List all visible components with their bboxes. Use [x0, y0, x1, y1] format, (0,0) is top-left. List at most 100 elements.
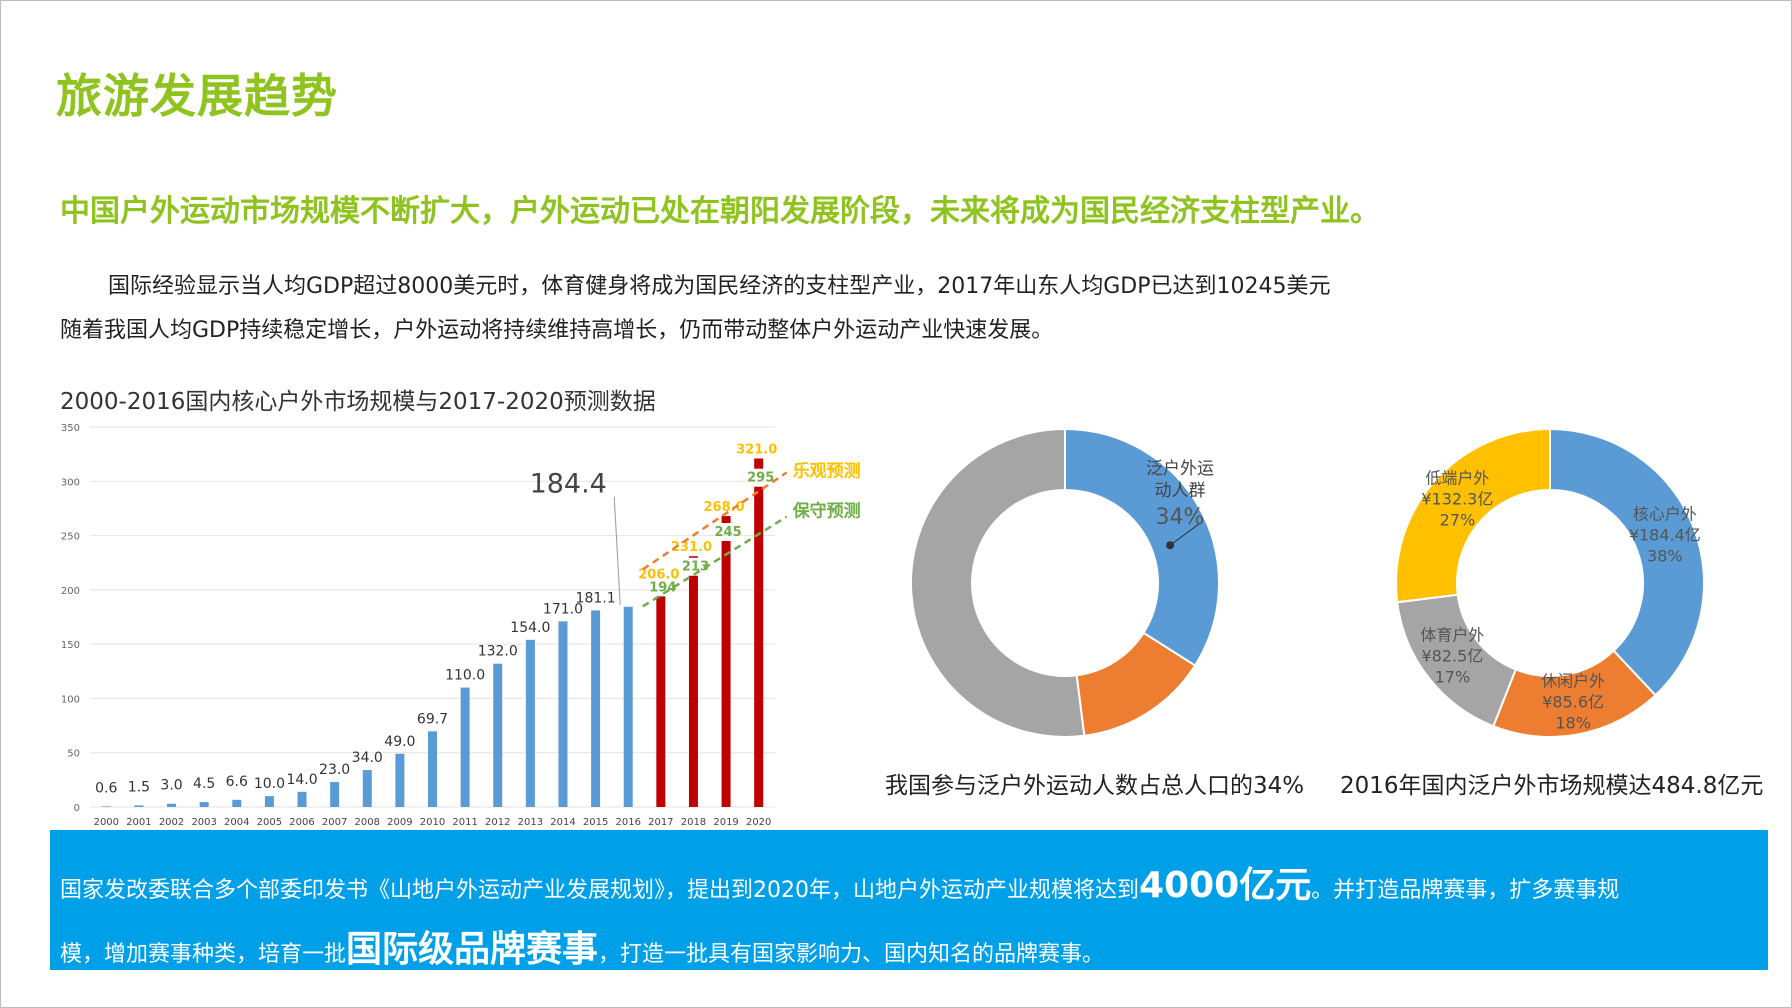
banner-text: ，打造一批具有国家影响力、国内知名的品牌赛事。 — [598, 942, 1105, 967]
label-leader — [1169, 522, 1201, 546]
slice-label: 低端户外 — [1425, 468, 1489, 487]
x-tick-label: 2019 — [713, 817, 738, 828]
donut-slice — [1064, 427, 1220, 667]
banner-highlight: 国际级品牌赛事 — [346, 929, 599, 970]
forecast-bar-optimistic — [754, 458, 764, 469]
bar-chart-title: 2000-2016国内核心户外市场规模与2017-2020预测数据 — [60, 389, 656, 415]
optimistic-trend-line — [642, 471, 788, 571]
optimistic-value-label: 206.0 — [638, 567, 679, 582]
x-tick-label: 2010 — [420, 817, 445, 828]
x-tick-label: 2020 — [746, 817, 771, 828]
bar-value-label: 49.0 — [384, 734, 415, 750]
x-tick-label: 2015 — [583, 817, 608, 828]
donut-slice — [1395, 427, 1551, 604]
forecast-bar-conservative — [688, 575, 698, 807]
slice-percent-label: 18% — [1555, 713, 1591, 732]
conservative-value-label: 194 — [649, 580, 676, 595]
x-tick-label: 2018 — [681, 817, 706, 828]
y-tick-label: 250 — [61, 532, 80, 543]
bar — [199, 802, 209, 807]
x-tick-label: 2005 — [257, 817, 282, 828]
conservative-legend-label: 保守预测 — [792, 501, 861, 522]
slice-percent-label: 27% — [1440, 510, 1476, 529]
headline: 中国户外运动市场规模不断扩大，户外运动已处在朝阳发展阶段，未来将成为国民经济支柱… — [60, 194, 1380, 229]
slice-label: 体育户外 — [1420, 626, 1484, 645]
y-tick-label: 50 — [67, 749, 80, 760]
slice-amount-label: ¥85.6亿 — [1542, 692, 1604, 711]
y-tick-label: 100 — [61, 694, 80, 705]
paragraph-2: 随着我国人均GDP持续稳定增长，户外运动将持续维持高增长，仍而带动整体户外运动产… — [60, 318, 1054, 343]
bar — [167, 803, 177, 807]
conservative-value-label: 245 — [715, 525, 742, 540]
x-tick-label: 2002 — [159, 817, 184, 828]
y-tick-label: 350 — [61, 423, 80, 434]
y-tick-label: 0 — [74, 803, 80, 814]
slice-amount-label: ¥132.3亿 — [1421, 489, 1493, 508]
x-tick-label: 2007 — [322, 817, 347, 828]
optimistic-legend-label: 乐观预测 — [793, 460, 861, 481]
callout-label: 184.4 — [530, 469, 607, 500]
x-tick-label: 2013 — [518, 817, 543, 828]
x-tick-label: 2011 — [452, 817, 477, 828]
x-tick-label: 2008 — [355, 817, 380, 828]
forecast-bar-optimistic — [688, 556, 698, 558]
forecast-bar-conservative — [754, 486, 764, 807]
bar-value-label: 171.0 — [543, 601, 583, 617]
x-tick-label: 2003 — [191, 817, 216, 828]
donut-chart-market: 核心户外 ¥184.4亿 38% 休闲户外 ¥85.6亿 18% 体育户外 ¥82.5亿 17%… — [1395, 427, 1705, 738]
banner-line-1: 国家发改委联合多个部委印发书《山地户外运动产业发展规划》，提出到2020年，山地… — [60, 856, 1619, 908]
label-dot — [1166, 541, 1175, 550]
optimistic-value-label: 321.0 — [736, 442, 777, 457]
callout-leader — [613, 496, 621, 605]
donut1-caption: 我国参与泛户外运动人数占总人口的34% — [885, 773, 1305, 799]
bar — [297, 791, 307, 807]
conservative-value-label: 213 — [682, 560, 709, 575]
bar-value-label: 4.5 — [193, 776, 215, 792]
bar — [428, 731, 437, 807]
bar — [460, 687, 470, 807]
conservative-trend-line — [642, 515, 788, 608]
bar-value-label: 0.6 — [95, 780, 117, 796]
bar-value-label: 10.0 — [254, 776, 285, 792]
y-tick-label: 200 — [61, 586, 80, 597]
forecast-bar-conservative — [721, 541, 731, 807]
bar-chart: 0 50 100 150 200 250 300 350 2000 2001 2002 2003 200… — [61, 423, 861, 828]
forecast-bar-conservative — [656, 596, 666, 807]
banner-text: 国家发改委联合多个部委印发书《山地户外运动产业发展规划》，提出到2020年，山地… — [60, 878, 1139, 903]
slice-amount-label: ¥82.5亿 — [1422, 647, 1484, 666]
bar-value-label: 132.0 — [478, 644, 518, 660]
bar-value-label: 14.0 — [286, 772, 317, 788]
optimistic-value-label: 231.0 — [671, 540, 712, 555]
paragraph-1: 国际经验显示当人均GDP超过8000美元时，体育健身将成为国民经济的支柱型产业，… — [108, 274, 1331, 299]
bar-value-label: 1.5 — [128, 779, 150, 795]
slide-title: 旅游发展趋势 — [56, 69, 338, 123]
y-tick-label: 150 — [61, 640, 80, 651]
donut2-caption: 2016年国内泛户外市场规模达484.8亿元 — [1340, 773, 1764, 799]
policy-banner: 国家发改委联合多个部委印发书《山地户外运动产业发展规划》，提出到2020年，山地… — [50, 830, 1768, 970]
y-tick-label: 300 — [61, 477, 80, 488]
bar — [623, 606, 633, 807]
bar — [525, 639, 535, 807]
x-tick-label: 2014 — [550, 817, 575, 828]
slice-label: 泛户外运 — [1146, 459, 1214, 479]
bar — [101, 806, 111, 807]
slice-amount-label: ¥184.4亿 — [1629, 526, 1701, 545]
conservative-value-label: 295 — [747, 471, 774, 486]
slice-percent-label: 38% — [1647, 547, 1683, 566]
x-tick-label: 2000 — [94, 817, 119, 828]
bar — [134, 805, 144, 807]
slice-label: 核心户外 — [1633, 505, 1697, 524]
forecast-bar-optimistic — [721, 516, 731, 523]
x-tick-label: 2001 — [126, 817, 151, 828]
slice-label: 动人群 — [1155, 481, 1206, 501]
bar-value-label: 34.0 — [352, 750, 383, 766]
banner-text: 模，增加赛事种类，培育一批 — [60, 942, 347, 967]
bar — [264, 796, 274, 807]
slice-label: 休闲户外 — [1541, 671, 1605, 690]
x-tick-label: 2012 — [485, 817, 510, 828]
slice-percent-label: 17% — [1435, 668, 1471, 687]
bar-value-label: 6.6 — [226, 774, 248, 790]
banner-text: 。并打造品牌赛事，扩多赛事规 — [1311, 878, 1620, 903]
banner-line-2: 模，增加赛事种类，培育一批国际级品牌赛事，打造一批具有国家影响力、国内知名的品牌… — [60, 920, 1104, 972]
